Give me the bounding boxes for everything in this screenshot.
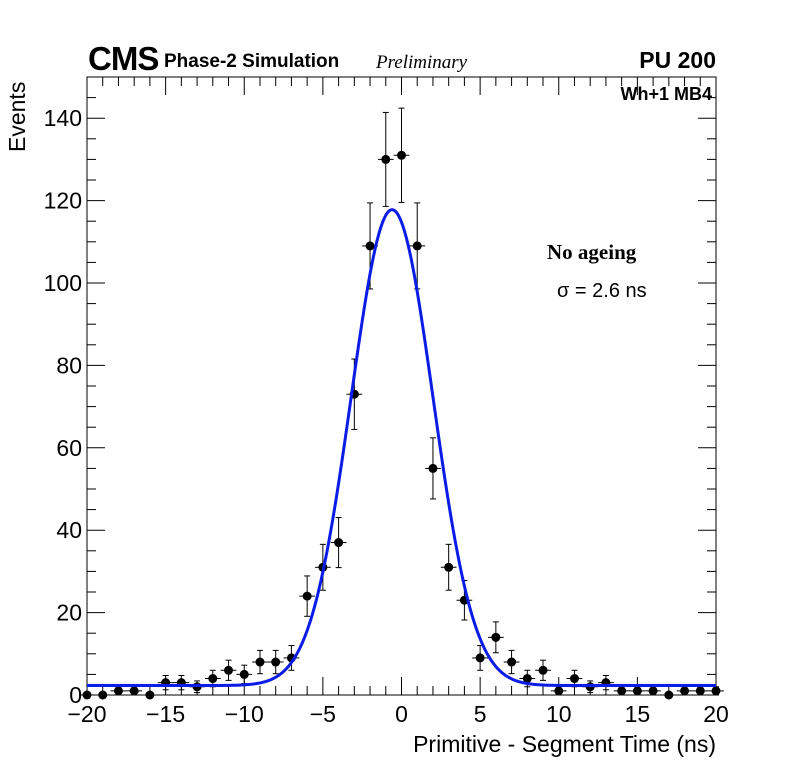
data-marker bbox=[381, 154, 391, 164]
pileup-label: PU 200 bbox=[639, 47, 716, 73]
gaussian-fit-line bbox=[87, 208, 716, 688]
data-marker bbox=[554, 686, 564, 696]
data-marker bbox=[302, 591, 312, 601]
axis-ticks: −20 −15 −10 −5 0 5 10 15 20 0 20 40 60 80 100 120 140 bbox=[44, 76, 729, 727]
data-point bbox=[487, 621, 504, 654]
x-tick-label: 15 bbox=[625, 701, 651, 727]
data-marker bbox=[522, 674, 532, 684]
data-point bbox=[613, 686, 630, 696]
data-point bbox=[629, 686, 646, 696]
data-point bbox=[236, 664, 253, 685]
y-tick-label: 80 bbox=[56, 352, 82, 378]
simulation-label: Phase-2 Simulation bbox=[164, 51, 340, 72]
data-point bbox=[425, 437, 441, 500]
data-point bbox=[283, 645, 300, 671]
data-point bbox=[440, 543, 457, 591]
data-point bbox=[598, 675, 614, 691]
data-marker bbox=[98, 690, 108, 700]
data-point bbox=[692, 686, 709, 696]
data-point bbox=[409, 202, 426, 290]
data-marker bbox=[444, 562, 454, 572]
x-tick-label: −20 bbox=[67, 701, 106, 727]
data-marker bbox=[334, 538, 344, 548]
data-point bbox=[252, 649, 268, 675]
data-point bbox=[220, 659, 237, 681]
x-tick-label: 0 bbox=[395, 701, 408, 727]
data-point bbox=[330, 516, 347, 569]
data-point bbox=[157, 675, 174, 691]
data-point bbox=[299, 575, 316, 617]
data-marker bbox=[711, 686, 721, 696]
data-marker bbox=[208, 674, 218, 684]
data-point bbox=[645, 686, 661, 696]
data-marker bbox=[412, 241, 422, 251]
data-point bbox=[110, 686, 127, 696]
experiment-label: CMS bbox=[88, 40, 159, 77]
data-point bbox=[550, 686, 567, 696]
x-tick-label: −15 bbox=[146, 701, 185, 727]
status-label: Preliminary bbox=[376, 52, 468, 73]
data-point bbox=[267, 649, 284, 675]
data-point bbox=[173, 675, 190, 691]
x-tick-label: −5 bbox=[310, 701, 336, 727]
data-marker bbox=[695, 686, 705, 696]
data-marker bbox=[475, 653, 485, 663]
data-marker bbox=[664, 690, 674, 700]
y-tick-label: 40 bbox=[56, 517, 82, 543]
chamber-label: Wh+1 MB4 bbox=[620, 84, 712, 104]
y-tick-label: 100 bbox=[44, 270, 82, 296]
data-marker bbox=[271, 657, 281, 667]
data-point bbox=[142, 690, 158, 700]
data-marker bbox=[428, 463, 438, 473]
data-marker bbox=[569, 674, 579, 684]
data-point bbox=[708, 686, 724, 696]
data-point bbox=[472, 645, 488, 671]
data-marker bbox=[648, 686, 658, 696]
x-tick-label: 5 bbox=[474, 701, 487, 727]
y-tick-label: 140 bbox=[44, 105, 82, 131]
data-point bbox=[126, 686, 143, 696]
data-point bbox=[393, 107, 410, 203]
resolution-label: σ = 2.6 ns bbox=[557, 280, 647, 302]
data-point bbox=[79, 690, 95, 700]
fit-curve bbox=[87, 208, 716, 688]
data-marker bbox=[145, 690, 155, 700]
data-marker bbox=[538, 665, 548, 675]
data-marker bbox=[239, 669, 249, 679]
data-marker bbox=[397, 150, 406, 160]
data-marker bbox=[491, 632, 501, 642]
x-tick-label: 20 bbox=[703, 701, 729, 727]
data-points bbox=[79, 107, 724, 700]
data-marker bbox=[255, 657, 265, 667]
data-marker bbox=[129, 686, 139, 696]
data-point bbox=[503, 649, 520, 675]
x-axis-title: Primitive - Segment Time (ns) bbox=[413, 731, 716, 757]
data-marker bbox=[113, 686, 123, 696]
data-marker bbox=[680, 686, 690, 696]
data-marker bbox=[507, 657, 517, 667]
data-point bbox=[535, 659, 551, 681]
y-tick-label: 120 bbox=[44, 188, 82, 214]
data-marker bbox=[82, 690, 92, 700]
y-tick-label: 0 bbox=[69, 682, 82, 708]
y-tick-label: 20 bbox=[56, 600, 82, 626]
y-tick-label: 60 bbox=[56, 435, 82, 461]
data-marker bbox=[617, 686, 627, 696]
data-point bbox=[94, 690, 111, 700]
data-marker bbox=[224, 665, 234, 675]
data-point bbox=[660, 690, 677, 700]
x-tick-label: −10 bbox=[225, 701, 264, 727]
condition-label: No ageing bbox=[547, 240, 637, 264]
y-axis-title: Events bbox=[4, 81, 30, 152]
data-marker bbox=[632, 686, 642, 696]
data-point bbox=[377, 111, 394, 207]
x-tick-label: 10 bbox=[546, 701, 572, 727]
data-marker bbox=[365, 241, 375, 251]
data-point bbox=[676, 686, 693, 696]
